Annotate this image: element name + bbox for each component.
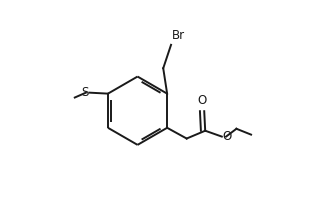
Text: Br: Br [172, 29, 185, 42]
Text: O: O [197, 94, 207, 107]
Text: O: O [223, 130, 232, 143]
Text: S: S [81, 86, 88, 99]
